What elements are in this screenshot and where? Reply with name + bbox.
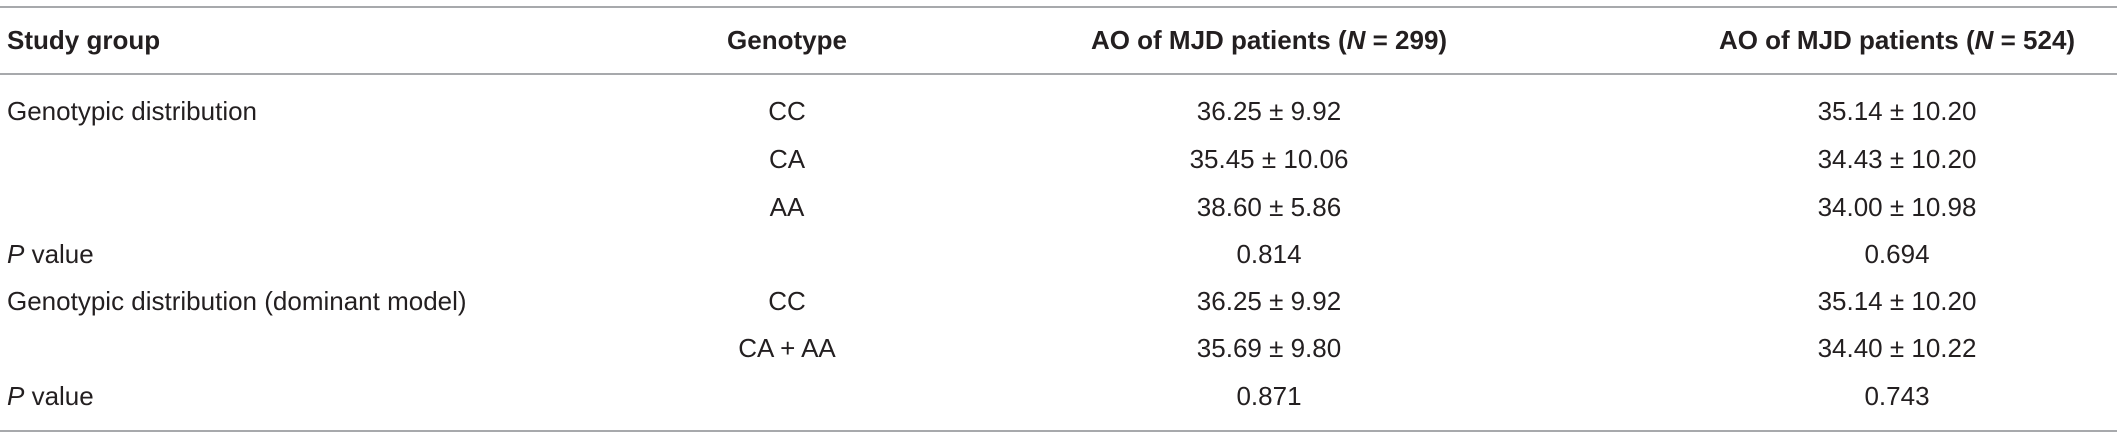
text-run: 35.14 ± 10.20 xyxy=(1817,96,1977,126)
text-run: Study group xyxy=(7,25,161,55)
table-cell: 38.60 ± 5.86 xyxy=(1197,192,1341,222)
bottom-rule xyxy=(0,430,2117,432)
text-run: = 299) xyxy=(1365,25,1448,55)
table-cell: P value xyxy=(7,381,94,411)
header-cell: AO of MJD patients (N = 524) xyxy=(1719,25,2075,55)
table-cell: 0.871 xyxy=(1236,381,1301,411)
text-run: N xyxy=(1346,25,1366,55)
table-cell: CC xyxy=(768,286,806,316)
text-run: AA xyxy=(769,192,805,222)
table-cell: 36.25 ± 9.92 xyxy=(1197,286,1341,316)
header-cell: Study group xyxy=(7,25,160,55)
text-run: 0.871 xyxy=(1236,381,1302,411)
table-cell: 34.00 ± 10.98 xyxy=(1818,192,1977,222)
text-run: CA xyxy=(768,144,806,174)
text-run: 34.43 ± 10.20 xyxy=(1817,144,1977,174)
text-run: 34.40 ± 10.22 xyxy=(1817,333,1977,363)
text-run: CC xyxy=(768,96,806,126)
text-run: 35.14 ± 10.20 xyxy=(1817,286,1977,316)
table-cell: CA + AA xyxy=(738,333,836,363)
text-run: 0.694 xyxy=(1864,239,1930,269)
text-run: P xyxy=(7,239,25,269)
header-cell: AO of MJD patients (N = 299) xyxy=(1091,25,1447,55)
table-cell: P value xyxy=(7,239,94,269)
table-cell: 0.694 xyxy=(1864,239,1929,269)
table-cell: CC xyxy=(768,96,806,126)
text-run: P xyxy=(7,381,25,411)
table-cell: Genotypic distribution (dominant model) xyxy=(7,286,467,316)
text-run: value xyxy=(24,239,94,269)
table-cell: 0.743 xyxy=(1864,381,1929,411)
text-run: 0.814 xyxy=(1236,239,1302,269)
text-run: 0.743 xyxy=(1864,381,1930,411)
text-run: N xyxy=(1974,25,1994,55)
table-cell: 35.69 ± 9.80 xyxy=(1197,333,1341,363)
text-run: AO of MJD patients ( xyxy=(1090,25,1347,55)
table-cell: CA xyxy=(769,144,805,174)
text-run: 36.25 ± 9.92 xyxy=(1196,96,1342,126)
header-cell: Genotype xyxy=(727,25,847,55)
text-run: 35.69 ± 9.80 xyxy=(1196,333,1342,363)
text-run: 36.25 ± 9.92 xyxy=(1196,286,1342,316)
text-run: = 524) xyxy=(1993,25,2076,55)
table-cell: 34.43 ± 10.20 xyxy=(1818,144,1977,174)
table-cell: 0.814 xyxy=(1236,239,1301,269)
text-run: 35.45 ± 10.06 xyxy=(1189,144,1349,174)
text-run: Genotypic distribution xyxy=(7,96,258,126)
text-run: Genotype xyxy=(727,25,847,55)
table-cell: 36.25 ± 9.92 xyxy=(1197,96,1341,126)
table-cell: AA xyxy=(770,192,805,222)
table-cell: 34.40 ± 10.22 xyxy=(1818,333,1977,363)
text-run: AO of MJD patients ( xyxy=(1718,25,1975,55)
text-run: CA + AA xyxy=(738,333,836,363)
text-run: 38.60 ± 5.86 xyxy=(1196,192,1342,222)
table-cell: 35.14 ± 10.20 xyxy=(1818,96,1977,126)
header-rule xyxy=(0,73,2117,75)
text-run: 34.00 ± 10.98 xyxy=(1817,192,1977,222)
table-cell: Genotypic distribution xyxy=(7,96,257,126)
text-run: Genotypic distribution (dominant model) xyxy=(7,286,467,316)
table-cell: 35.14 ± 10.20 xyxy=(1818,286,1977,316)
top-rule xyxy=(0,6,2117,8)
text-run: CC xyxy=(768,286,806,316)
text-run: value xyxy=(24,381,94,411)
table-cell: 35.45 ± 10.06 xyxy=(1190,144,1349,174)
